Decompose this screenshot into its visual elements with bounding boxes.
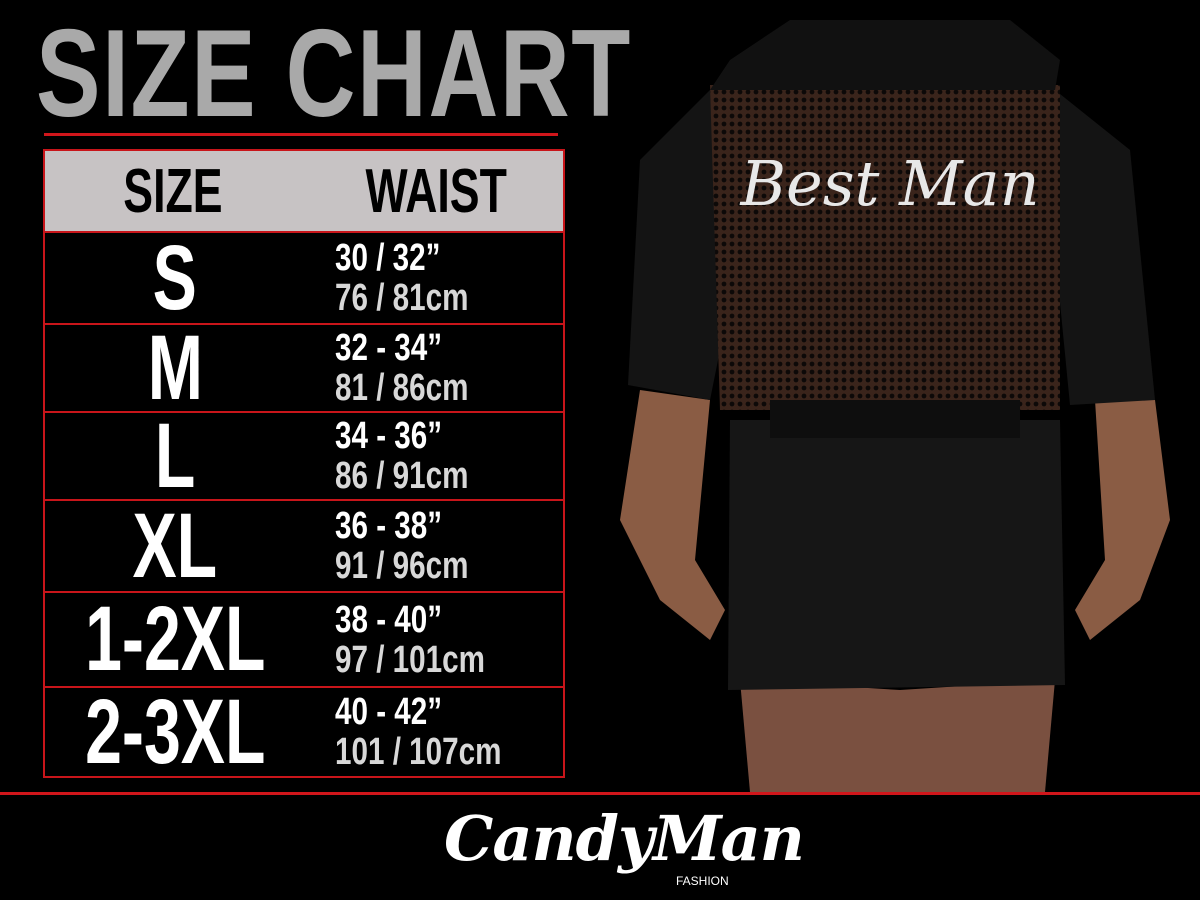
size-label: 2-3XL xyxy=(84,680,266,783)
back-print-text: Best Man xyxy=(739,147,1039,220)
size-cell: 1-2XL xyxy=(45,588,305,690)
table-row: M 32 - 34” 81 / 86cm xyxy=(45,317,563,419)
waist-cm: 101 / 107cm xyxy=(335,731,502,773)
table-row: L 34 - 36” 86 / 91cm xyxy=(45,405,563,507)
waist-cm: 81 / 86cm xyxy=(335,367,469,409)
waist-cell: 32 - 34” 81 / 86cm xyxy=(305,325,563,411)
waist-cell: 36 - 38” 91 / 96cm xyxy=(305,501,563,591)
product-photo: Best Man xyxy=(620,20,1170,792)
waist-cell: 40 - 42” 101 / 107cm xyxy=(305,688,563,776)
robe-skirt xyxy=(728,420,1065,690)
waist-cell: 34 - 36” 86 / 91cm xyxy=(305,413,563,499)
table-row: 2-3XL 40 - 42” 101 / 107cm xyxy=(45,681,563,783)
right-arm xyxy=(1075,400,1170,640)
size-label: 1-2XL xyxy=(84,588,266,690)
brand-sub: FASHION xyxy=(676,874,729,888)
table-row: S 30 / 32” 76 / 81cm xyxy=(45,227,563,329)
size-cell: XL xyxy=(45,495,305,597)
waist-inches: 32 - 34” xyxy=(335,327,443,369)
waist-inches: 36 - 38” xyxy=(335,505,443,547)
size-label: M xyxy=(147,316,203,419)
size-cell: M xyxy=(45,317,305,419)
waist-cm: 86 / 91cm xyxy=(335,455,469,497)
waist-cell: 38 - 40” 97 / 101cm xyxy=(305,593,563,686)
waist-cm: 76 / 81cm xyxy=(335,277,469,319)
size-cell: L xyxy=(45,405,305,507)
size-label: L xyxy=(154,404,196,507)
size-cell: S xyxy=(45,227,305,329)
waist-inches: 40 - 42” xyxy=(335,691,443,733)
size-table: SIZE WAIST S 30 / 32” 76 / 81cm M 32 - 34… xyxy=(43,149,565,783)
collar xyxy=(710,20,1060,90)
table-row: XL 36 - 38” 91 / 96cm xyxy=(45,495,563,597)
waist-cell: 30 / 32” 76 / 81cm xyxy=(305,233,563,323)
header-waist: WAIST xyxy=(300,151,563,231)
size-label: XL xyxy=(132,494,218,597)
belt xyxy=(770,400,1020,438)
header-waist-label: WAIST xyxy=(365,156,507,226)
table-header: SIZE WAIST xyxy=(45,151,563,233)
right-leg xyxy=(900,680,1055,792)
footer-divider xyxy=(0,792,1200,795)
waist-cm: 97 / 101cm xyxy=(335,638,485,681)
waist-inches: 30 / 32” xyxy=(335,237,441,279)
size-cell: 2-3XL xyxy=(45,681,305,783)
brand-name: CandyMan xyxy=(444,802,805,875)
waist-inches: 38 - 40” xyxy=(335,598,443,641)
left-arm xyxy=(620,390,725,640)
mesh-back xyxy=(710,85,1060,410)
brand-logo: CandyMan FASHION xyxy=(440,800,805,895)
title-divider xyxy=(44,133,558,136)
page-title: SIZE CHART xyxy=(36,5,632,143)
right-sleeve xyxy=(1050,90,1155,405)
table-row: 1-2XL 38 - 40” 97 / 101cm xyxy=(45,588,563,690)
header-size-label: SIZE xyxy=(122,156,223,226)
left-leg xyxy=(740,680,900,792)
size-label: S xyxy=(152,226,198,329)
waist-cm: 91 / 96cm xyxy=(335,545,469,587)
waist-inches: 34 - 36” xyxy=(335,415,443,457)
header-size: SIZE xyxy=(45,151,300,231)
